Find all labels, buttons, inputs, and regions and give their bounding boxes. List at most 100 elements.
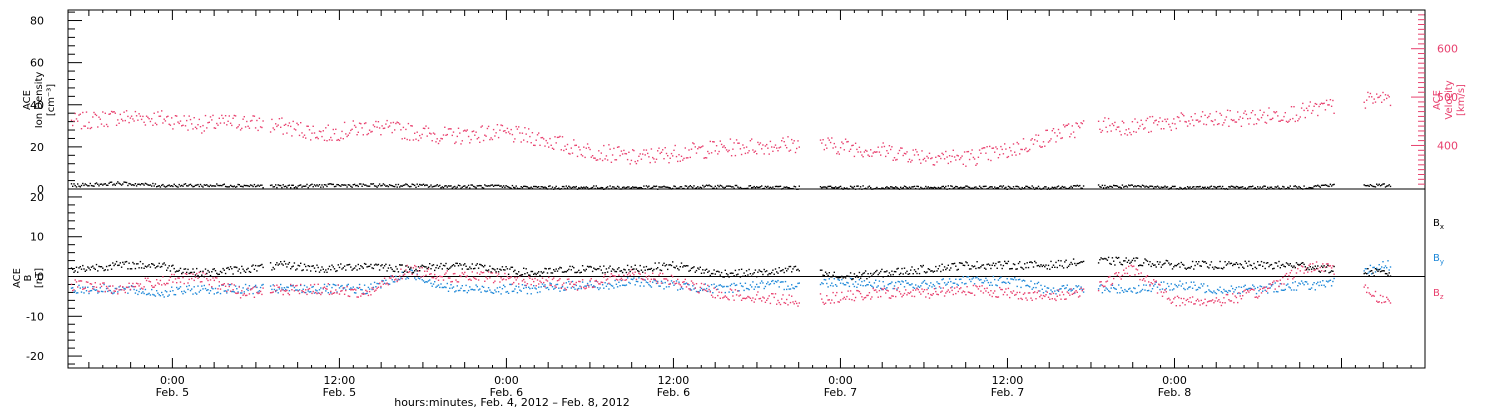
- velocity-point: [1295, 114, 1298, 116]
- bx-point: [107, 269, 109, 271]
- by-point: [1072, 288, 1075, 290]
- velocity-point: [885, 155, 887, 158]
- velocity-point: [308, 129, 311, 131]
- density-point: [425, 184, 427, 186]
- bx-point: [396, 268, 398, 270]
- velocity-point: [107, 125, 109, 128]
- by-point: [684, 283, 686, 285]
- bz-point: [657, 282, 659, 284]
- bx-point: [429, 263, 431, 265]
- bx-point: [1007, 260, 1010, 263]
- density-point: [932, 187, 934, 189]
- bz-point: [1175, 305, 1177, 307]
- field-axis-label: [nT]: [34, 268, 45, 288]
- bx-point: [692, 267, 694, 269]
- velocity-point: [662, 149, 664, 151]
- by-point: [1310, 287, 1313, 289]
- bz-point: [1368, 292, 1370, 294]
- by-point: [584, 285, 586, 287]
- bz-point: [1279, 279, 1281, 281]
- bz-point: [199, 281, 202, 283]
- bx-point: [303, 263, 306, 266]
- by-point: [1371, 273, 1373, 275]
- by-point: [1320, 284, 1323, 286]
- bz-point: [766, 299, 768, 301]
- bx-point: [965, 261, 967, 263]
- by-point: [873, 282, 876, 284]
- bx-point: [285, 263, 287, 265]
- by-point: [620, 279, 623, 282]
- velocity-point: [832, 147, 834, 149]
- density-point: [465, 186, 467, 189]
- bx-point: [328, 265, 331, 268]
- velocity-point: [875, 151, 877, 153]
- by-point: [1193, 281, 1195, 283]
- density-point: [1150, 185, 1152, 187]
- bz-point: [335, 289, 337, 291]
- bx-point: [859, 277, 862, 279]
- bz-point: [1026, 299, 1028, 301]
- bz-point: [891, 295, 893, 297]
- density-point: [153, 185, 155, 187]
- bx-point: [896, 268, 898, 270]
- by-point: [367, 286, 370, 289]
- velocity-point: [1125, 129, 1127, 131]
- bz-point: [397, 279, 400, 281]
- bz-point: [977, 288, 980, 290]
- bz-point: [633, 274, 635, 276]
- bx-point: [881, 268, 883, 271]
- bx-point: [733, 275, 735, 277]
- bz-point: [1005, 288, 1007, 290]
- by-point: [410, 269, 412, 271]
- velocity-point: [197, 124, 199, 126]
- by-point: [313, 292, 316, 294]
- density-point: [1230, 185, 1233, 187]
- density-point: [318, 184, 321, 186]
- bz-point: [932, 293, 934, 295]
- velocity-point: [1059, 132, 1061, 134]
- bx-point: [242, 268, 244, 270]
- by-point: [485, 290, 487, 293]
- bx-point: [430, 268, 432, 270]
- by-point: [1040, 284, 1042, 287]
- by-point: [1041, 288, 1043, 290]
- velocity-point: [525, 133, 527, 135]
- velocity-point: [628, 151, 630, 153]
- bx-point: [1135, 257, 1137, 259]
- bz-point: [332, 292, 334, 294]
- bx-point: [357, 263, 359, 266]
- by-point: [698, 291, 700, 293]
- by-point: [946, 283, 948, 285]
- velocity-point: [783, 141, 785, 143]
- bz-point: [1280, 283, 1283, 285]
- bz-point: [794, 300, 797, 303]
- density-point: [92, 185, 94, 187]
- velocity-point: [445, 134, 447, 136]
- by-point: [357, 287, 359, 289]
- by-point: [1126, 290, 1129, 293]
- by-point: [440, 283, 442, 285]
- bz-point: [685, 286, 688, 288]
- density-point: [491, 184, 494, 186]
- bz-point: [965, 294, 967, 296]
- velocity-point: [261, 126, 263, 129]
- density-point: [578, 187, 580, 189]
- velocity-point: [376, 126, 378, 128]
- bz-point: [409, 270, 411, 273]
- bx-point: [333, 268, 336, 270]
- by-point: [1379, 268, 1382, 270]
- bz-point: [315, 291, 317, 294]
- by-point: [638, 277, 640, 279]
- density-point: [678, 187, 680, 189]
- bx-point: [416, 270, 418, 272]
- bz-point: [1121, 274, 1124, 277]
- velocity-point: [533, 144, 535, 146]
- bz-point: [470, 279, 472, 281]
- by-point: [682, 288, 684, 290]
- density-point: [574, 186, 576, 189]
- bz-point: [1134, 274, 1136, 276]
- by-point: [745, 287, 748, 290]
- velocity-point: [446, 133, 448, 136]
- by-point: [99, 287, 101, 289]
- bz-point: [495, 272, 497, 274]
